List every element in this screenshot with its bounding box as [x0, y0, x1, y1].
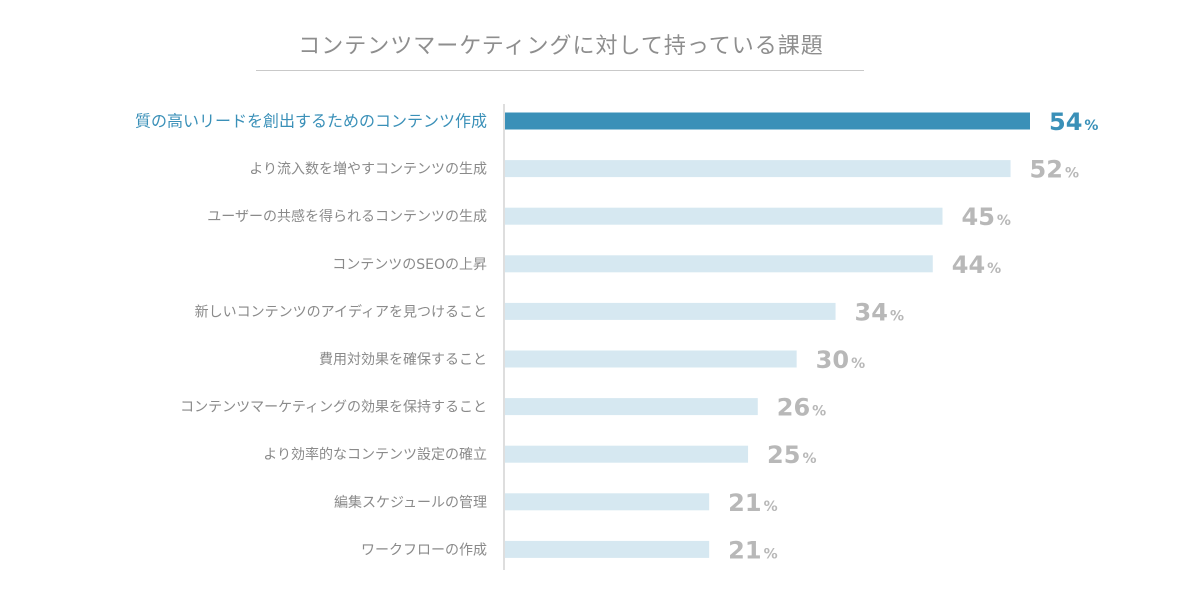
data-label-unit: % — [1065, 166, 1079, 182]
data-label-value: 34 — [855, 298, 888, 326]
bar — [505, 445, 749, 463]
category-label: 質の高いリードを創出するためのコンテンツ作成 — [135, 112, 487, 131]
data-label-unit: % — [802, 451, 816, 467]
bar — [505, 350, 797, 368]
bar — [505, 255, 933, 273]
data-label: 21% — [728, 489, 777, 517]
data-label-value: 26 — [777, 394, 810, 422]
data-label: 44% — [952, 251, 1001, 279]
data-label: 21% — [728, 536, 777, 564]
category-label: より流入数を増やすコンテンツの生成 — [249, 162, 487, 178]
bar — [505, 207, 943, 225]
data-label-unit: % — [987, 261, 1001, 277]
data-label: 45% — [962, 203, 1011, 231]
bar — [505, 160, 1011, 178]
data-label-value: 54 — [1049, 108, 1082, 136]
category-label: 新しいコンテンツのアイディアを見つけること — [195, 303, 487, 320]
data-label: 52% — [1030, 156, 1079, 184]
data-label: 34% — [855, 298, 904, 326]
category-label: 編集スケジュールの管理 — [334, 494, 487, 511]
data-label: 30% — [816, 346, 865, 374]
data-label-unit: % — [890, 308, 904, 324]
bar — [505, 540, 710, 558]
category-label: より効率的なコンテンツ設定の確立 — [263, 446, 487, 463]
bar — [505, 493, 710, 511]
bar — [505, 398, 758, 416]
bar — [505, 302, 836, 320]
data-label: 26% — [777, 394, 826, 422]
data-label-value: 52 — [1030, 156, 1063, 184]
data-label-value: 45 — [962, 203, 995, 231]
category-label: ユーザーの共感を得られるコンテンツの生成 — [207, 208, 487, 225]
title-underline — [256, 70, 864, 71]
data-label-value: 44 — [952, 251, 985, 279]
category-label: 費用対効果を確保すること — [319, 352, 487, 368]
chart-title: コンテンツマーケティングに対して持っている課題 — [298, 34, 824, 59]
data-label-unit: % — [764, 546, 778, 562]
data-label-value: 21 — [728, 536, 761, 564]
data-label-value: 21 — [728, 489, 761, 517]
data-label-unit: % — [812, 404, 826, 420]
category-label: コンテンツマーケティングの効果を保持すること — [180, 400, 487, 416]
data-label: 54% — [1049, 108, 1098, 136]
category-label: ワークフローの作成 — [361, 542, 487, 558]
data-label-unit: % — [1084, 118, 1098, 134]
data-label-unit: % — [997, 213, 1011, 229]
data-label-value: 30 — [816, 346, 849, 374]
data-label-unit: % — [764, 499, 778, 515]
data-label-value: 25 — [767, 441, 800, 469]
bar — [505, 112, 1030, 130]
data-label-unit: % — [851, 356, 865, 372]
category-label: コンテンツのSEOの上昇 — [332, 257, 487, 273]
data-label: 25% — [767, 441, 816, 469]
